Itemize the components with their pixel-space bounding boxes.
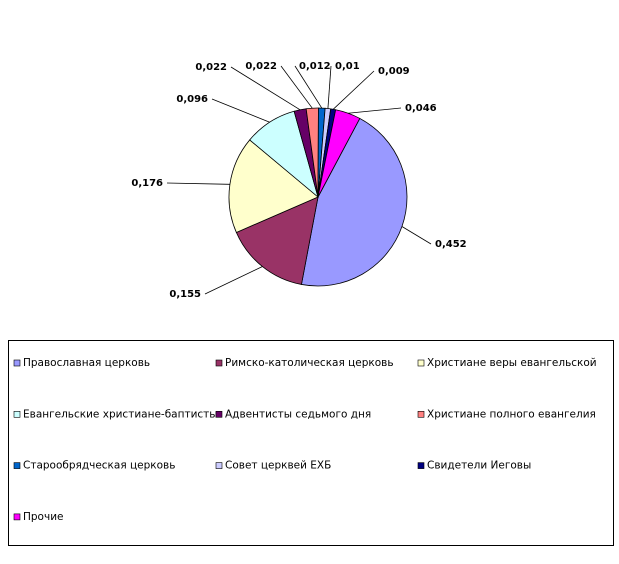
- pie-slice: [228, 139, 319, 233]
- pie-slice: [300, 117, 408, 287]
- data-label: 0,022: [195, 62, 227, 73]
- data-label: 0,009: [378, 66, 410, 77]
- data-label: 0,022: [245, 61, 277, 72]
- legend-label: Адвентисты седьмого дня: [225, 408, 371, 420]
- leader-line: [211, 98, 270, 123]
- legend-label: Старообрядческая церковь: [23, 460, 175, 472]
- legend-swatch: [417, 462, 425, 469]
- legend-swatch: [215, 410, 223, 418]
- legend-swatch: [417, 410, 425, 418]
- legend-swatch: [215, 359, 223, 367]
- data-label: 0,155: [169, 289, 201, 300]
- leader-line: [401, 226, 432, 245]
- leader-line: [332, 70, 375, 110]
- legend-label: Христиане полного евангелия: [427, 408, 596, 420]
- pie-slice: [317, 109, 361, 198]
- leader-line: [294, 65, 323, 109]
- legend-label: Римско-католическая церковь: [225, 357, 394, 369]
- leader-line: [230, 66, 301, 111]
- legend-label: Прочие: [23, 511, 63, 523]
- legend-swatch: [13, 462, 21, 469]
- legend-label: Евангельские христиане-баптисты: [23, 408, 218, 420]
- leader-line: [347, 107, 402, 114]
- legend-label: Христиане веры евангельской: [427, 357, 597, 369]
- legend-label: Свидетели Иеговы: [427, 460, 531, 472]
- legend-swatch: [417, 359, 425, 367]
- leader-line: [204, 266, 263, 295]
- data-label: 0,096: [176, 94, 208, 105]
- legend-swatch: [13, 410, 21, 418]
- data-label: 0,452: [435, 239, 467, 250]
- legend-swatch: [215, 462, 223, 469]
- data-label: 0,046: [405, 103, 437, 114]
- leader-line: [327, 65, 332, 109]
- legend-label: Православная церковь: [23, 357, 150, 369]
- data-label: 0,01: [335, 61, 360, 72]
- legend-swatch: [13, 513, 21, 521]
- leader-line: [166, 182, 230, 185]
- legend-label: Совет церквей ЕХБ: [225, 460, 331, 472]
- leader-line: [280, 65, 313, 109]
- legend-box: [8, 340, 614, 546]
- data-label: 0,012: [299, 61, 331, 72]
- legend-swatch: [13, 359, 21, 367]
- data-label: 0,176: [131, 178, 163, 189]
